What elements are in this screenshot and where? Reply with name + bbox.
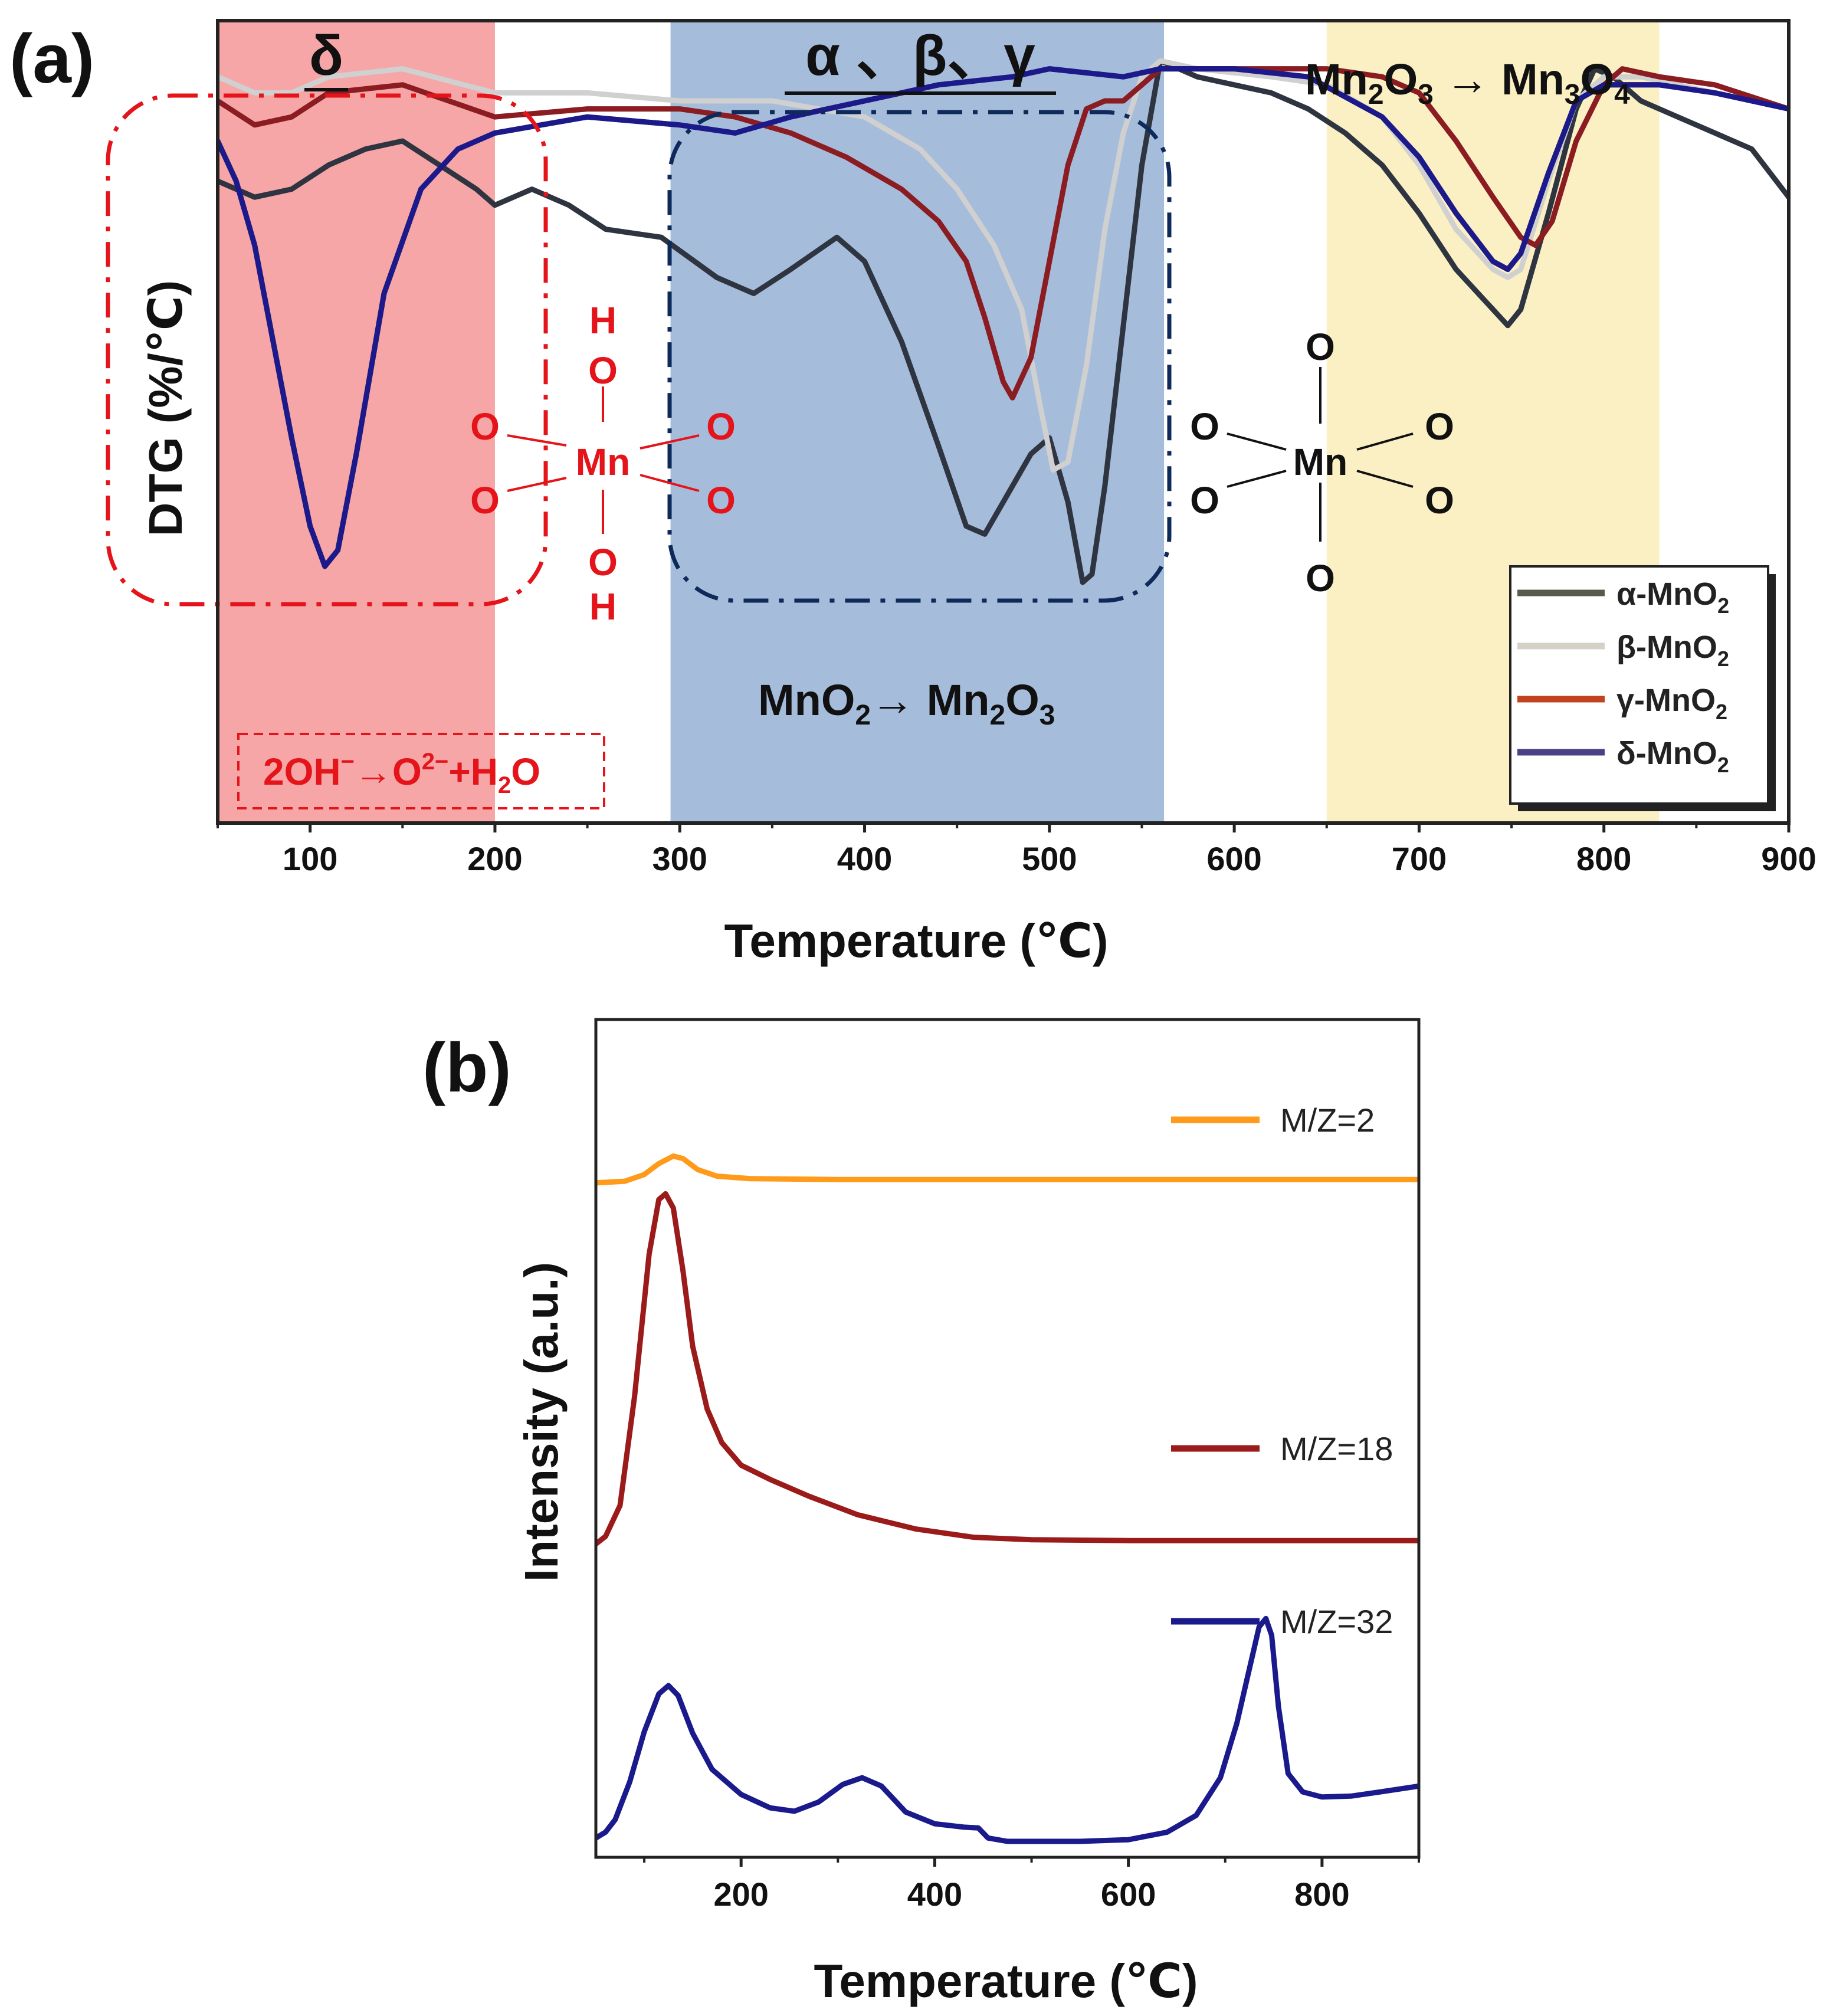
x-tick-label-a: 900	[1761, 840, 1816, 877]
dehydration-box	[237, 733, 605, 809]
mid-reaction-label: MnO2→ Mn2O3	[758, 676, 1055, 731]
x-tick-label-a: 600	[1206, 840, 1261, 877]
delta-dashed-box	[106, 93, 548, 607]
dtg-series-4	[218, 66, 1789, 569]
dh-minus: −	[341, 749, 355, 775]
mn-oh-structure: Mn O H O H O O O O	[470, 299, 736, 628]
band-1	[670, 21, 1165, 823]
dh-o: O	[511, 750, 540, 793]
dh-plus-h: +H	[448, 750, 498, 793]
rr-arrow: → Mn	[1434, 55, 1565, 104]
dh-2minus: 2−	[422, 749, 449, 775]
x-tick-label-b: 600	[1101, 1876, 1156, 1913]
rr-sub1: 2	[1368, 79, 1384, 110]
ms-series-0	[596, 1153, 1419, 1186]
x-tick-label-a: 100	[283, 840, 337, 877]
struct-right-o-lr: O	[1425, 479, 1454, 522]
rr-mn1: Mn	[1305, 55, 1368, 104]
x-axis-b: 200 400 600 800	[643, 1857, 1420, 1913]
legend-b-label-1: M/Z=18	[1280, 1430, 1393, 1467]
x-tick-label-a: 200	[467, 840, 522, 877]
x-tick-label-a: 400	[837, 840, 892, 877]
mr-sub1: 2	[855, 700, 871, 731]
right-reaction-label: Mn2O3 → Mn3O4	[1305, 55, 1630, 110]
x-tick-label-a: 300	[652, 840, 707, 877]
band-0	[218, 21, 495, 823]
legend-a: α-MnO2 β-MnO2 γ-MnO2 δ-MnO2	[1509, 565, 1776, 811]
ms-series-group	[596, 1153, 1419, 1844]
struct-right-o-top: O	[1306, 326, 1335, 368]
y-axis-title-b: Intensity (a.u.)	[515, 1262, 568, 1582]
rr-sub3: 3	[1565, 79, 1580, 110]
panel-label-a: (a)	[9, 20, 94, 98]
dh-oh: 2OH	[263, 750, 341, 793]
panel-a: 100 200 300 400 500 600 700 800 900 (a) Temperat…	[9, 19, 1816, 967]
mno6-structure: Mn O O O O O O	[1190, 326, 1454, 599]
struct-left-o-top: O	[588, 349, 618, 392]
struct-right-o-ll: O	[1190, 479, 1219, 522]
x-tick-label-b: 400	[907, 1876, 962, 1913]
dtg-series-2	[218, 66, 1789, 401]
mr-sub2: 2	[990, 700, 1006, 731]
rr-sub2: 3	[1418, 79, 1434, 110]
mr-sub3: 3	[1040, 700, 1055, 731]
legend-a-label-2: γ-MnO2	[1616, 683, 1727, 724]
x-tick-label-a: 700	[1392, 840, 1447, 877]
plot-frame-a	[216, 19, 1791, 825]
struct-left-o-ur: O	[706, 405, 736, 448]
legend-a-label-3: δ-MnO2	[1616, 736, 1729, 777]
abg-dashed-box	[667, 110, 1172, 603]
struct-right-o-bottom: O	[1306, 557, 1335, 599]
ms-series-1	[596, 1191, 1419, 1547]
plot-frame-b	[594, 1018, 1421, 1859]
dtg-series-1	[218, 58, 1789, 473]
dehydration-label: 2OH−→O2−+H2O	[263, 749, 540, 798]
struct-left-o-ul: O	[470, 405, 500, 448]
mr-o: O	[1005, 676, 1040, 725]
y-axis-title-a: DTG (%/℃)	[139, 280, 192, 537]
struct-right-o-ur: O	[1425, 405, 1454, 448]
rr-o2: O	[1580, 55, 1615, 104]
struct-left-o-bottom: O	[588, 541, 618, 584]
struct-left-h-bottom: H	[589, 585, 617, 628]
struct-left-o-ll: O	[470, 479, 500, 522]
rr-sub4: 4	[1614, 79, 1630, 110]
x-axis-a: 100 200 300 400 500 600 700 800 900	[217, 823, 1816, 877]
legend-b-label-0: M/Z=2	[1280, 1102, 1375, 1139]
x-axis-title-b: Temperature (℃)	[814, 1955, 1198, 2007]
legend-b-label-2: M/Z=32	[1280, 1603, 1393, 1640]
struct-right-mn: Mn	[1293, 441, 1347, 483]
struct-left-h-top: H	[589, 299, 617, 342]
legend-b: M/Z=2 M/Z=18 M/Z=32	[1171, 1102, 1393, 1640]
legend-a-label-1: β-MnO2	[1616, 630, 1729, 671]
struct-right-o-ul: O	[1190, 405, 1219, 448]
legend-a-label-0: α-MnO2	[1616, 576, 1729, 618]
x-tick-label-a: 500	[1022, 840, 1077, 877]
dh-arrow: →O	[355, 750, 422, 793]
mr-mno: MnO	[758, 676, 855, 725]
abg-title: α 、β、γ	[805, 24, 1035, 87]
legend-a-box	[1509, 565, 1769, 805]
ms-series-2	[596, 1615, 1419, 1844]
x-tick-label-b: 800	[1294, 1876, 1349, 1913]
mr-arrow: → Mn	[871, 676, 989, 725]
struct-left-o-lr: O	[706, 479, 736, 522]
rr-o1: O	[1384, 55, 1418, 104]
dtg-series-group	[218, 58, 1789, 585]
panel-label-b: (b)	[422, 1029, 511, 1107]
x-tick-label-b: 200	[713, 1876, 768, 1913]
delta-title: δ	[309, 24, 343, 87]
struct-left-mn: Mn	[576, 441, 630, 483]
x-tick-label-a: 800	[1576, 840, 1631, 877]
x-axis-title-a: Temperature (℃)	[724, 914, 1108, 967]
dh-sub2: 2	[498, 772, 511, 798]
dtg-series-0	[218, 58, 1789, 585]
panel-b: 200 400 600 800 M/Z=2 M/Z=18 M/Z=32 (b) Tempe…	[422, 1018, 1421, 2007]
